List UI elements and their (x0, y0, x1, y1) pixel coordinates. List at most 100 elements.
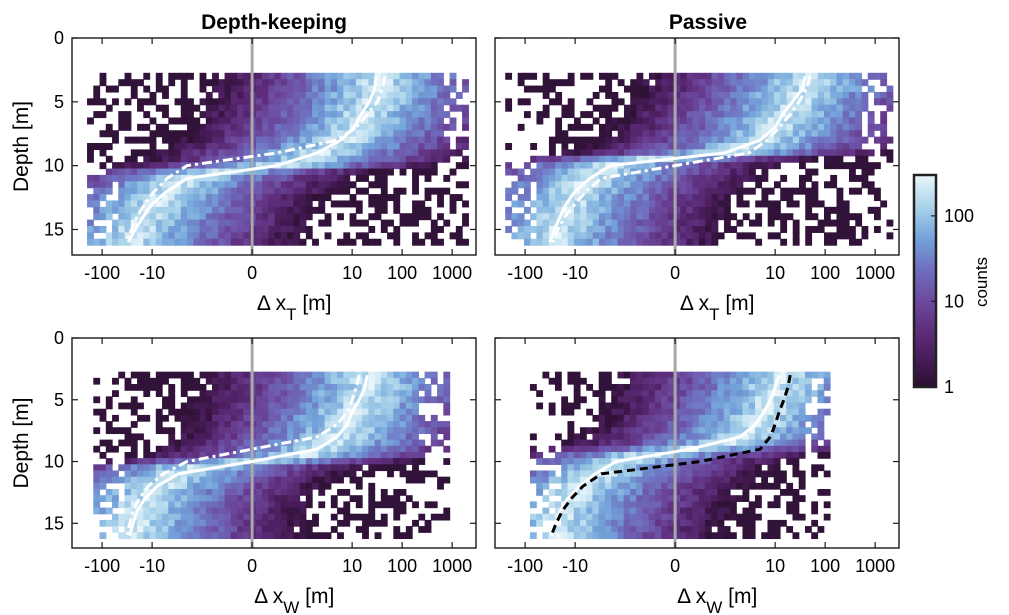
heatmap-cell (661, 482, 669, 490)
heatmap-cell (449, 72, 457, 80)
heatmap-cell (642, 445, 650, 453)
heatmap-cell (617, 232, 625, 240)
heatmap-cell (767, 219, 775, 227)
heatmap-cell (755, 72, 763, 80)
heatmap-cell (686, 181, 694, 189)
heatmap-cell (754, 421, 762, 428)
heatmap-cell (767, 427, 775, 435)
heatmap-cell (205, 476, 213, 484)
median-line (128, 374, 369, 536)
heatmap-cell (180, 206, 188, 214)
heatmap-cell (387, 162, 394, 170)
heatmap-cell (855, 130, 863, 138)
heatmap-cell (424, 91, 432, 99)
heatmap-cell (773, 98, 781, 106)
heatmap-cell (443, 408, 451, 416)
heatmap-cell (255, 213, 263, 221)
heatmap-cell (305, 414, 313, 422)
heatmap-cell (636, 377, 644, 385)
heatmap-cell (679, 390, 687, 397)
heatmap-cell (823, 445, 831, 453)
heatmap-cell (418, 200, 426, 208)
heatmap-cell (536, 187, 544, 195)
heatmap-cell (780, 225, 788, 233)
heatmap-cell (205, 200, 213, 208)
heatmap-cell (293, 402, 301, 410)
heatmap-cell (573, 513, 581, 521)
heatmap-cell (686, 117, 694, 125)
heatmap-cell (711, 464, 719, 472)
heatmap-cell (199, 238, 207, 246)
heatmap-cell (330, 421, 338, 428)
heatmap-cell (698, 225, 706, 233)
heatmap-cell (542, 232, 550, 240)
heatmap-cell (611, 181, 619, 189)
heatmap-cell (605, 155, 613, 163)
heatmap-cell (412, 117, 419, 125)
heatmap-cell (99, 495, 107, 502)
heatmap-cell (268, 219, 276, 227)
heatmap-cell (280, 519, 288, 527)
heatmap-cell (280, 174, 288, 182)
heatmap-cell (262, 371, 269, 379)
heatmap-cell (237, 143, 244, 150)
heatmap-cell (704, 458, 712, 465)
heatmap-cell (293, 470, 301, 478)
heatmap-cell (218, 136, 226, 144)
heatmap-cell (343, 501, 351, 509)
heatmap-cell (205, 194, 213, 202)
heatmap-cell (855, 187, 863, 195)
heatmap-cell (617, 495, 625, 502)
heatmap-cell (393, 526, 401, 533)
heatmap-cell (648, 194, 656, 202)
heatmap-cell (667, 143, 675, 150)
heatmap-cell (174, 445, 182, 453)
heatmap-cell (679, 501, 687, 509)
heatmap-cell (130, 200, 138, 208)
heatmap-cell (686, 155, 694, 163)
heatmap-cell (555, 181, 563, 189)
heatmap-cell (255, 445, 263, 453)
heatmap-cell (604, 414, 612, 422)
heatmap-cell (105, 85, 113, 93)
heatmap-cell (686, 519, 694, 527)
heatmap-cell (462, 181, 469, 189)
heatmap-cell (836, 155, 844, 163)
heatmap-cell (573, 476, 581, 484)
heatmap-cell (692, 85, 700, 93)
heatmap-cell (761, 174, 769, 182)
heatmap-cell (654, 439, 662, 447)
heatmap-cell (692, 162, 700, 170)
heatmap-cell (124, 79, 132, 87)
heatmap-cell (180, 143, 188, 150)
heatmap-cell (243, 526, 251, 533)
heatmap-cell (792, 225, 800, 233)
heatmap-cell (773, 111, 781, 119)
heatmap-cell (561, 111, 569, 119)
heatmap-cell (87, 155, 94, 163)
heatmap-cell (312, 72, 319, 80)
heatmap-cell (162, 136, 169, 144)
heatmap-cell (761, 143, 769, 150)
heatmap-cell (580, 174, 588, 182)
heatmap-cell (536, 181, 544, 189)
heatmap-cell (130, 136, 138, 144)
heatmap-cell (368, 451, 376, 459)
heatmap-cell (212, 482, 219, 490)
heatmap-cell (823, 219, 831, 227)
heatmap-cell (255, 206, 263, 214)
heatmap-cell (723, 445, 731, 453)
heatmap-cell (561, 507, 569, 515)
heatmap-cell (505, 104, 513, 112)
heatmap-cell (412, 384, 419, 391)
heatmap-cell (698, 72, 706, 80)
heatmap-cell (761, 187, 769, 195)
heatmap-cell (218, 225, 226, 233)
heatmap-cell (293, 104, 301, 112)
heatmap-cell (748, 384, 756, 391)
heatmap-cell (187, 187, 194, 195)
heatmap-cell (711, 451, 719, 459)
heatmap-cell (792, 155, 800, 163)
heatmap-cell (748, 187, 756, 195)
heatmap-cell (199, 489, 207, 496)
